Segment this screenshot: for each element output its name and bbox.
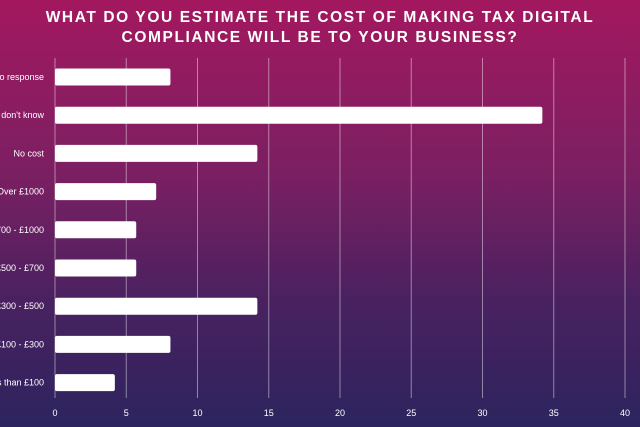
bar	[55, 221, 137, 239]
category-label: Over £1000	[0, 187, 44, 197]
x-tick-label: 10	[192, 408, 202, 418]
category-label: £100 - £300	[0, 339, 44, 349]
bar	[55, 144, 258, 162]
x-tick-label: 40	[620, 408, 630, 418]
chart-title-line-1: WHAT DO YOU ESTIMATE THE COST OF MAKING …	[45, 9, 595, 26]
x-tick-label: 25	[406, 408, 416, 418]
x-tick-label: 20	[335, 408, 345, 418]
bar	[55, 297, 258, 315]
bars	[55, 68, 543, 392]
x-tick-label: 35	[549, 408, 559, 418]
x-tick-label: 15	[264, 408, 274, 418]
chart-title: WHAT DO YOU ESTIMATE THE COST OF MAKING …	[0, 8, 640, 48]
bar	[55, 374, 115, 392]
chart-title-line-2: COMPLIANCE WILL BE TO YOUR BUSINESS?	[121, 29, 519, 46]
category-label: £300 - £500	[0, 301, 44, 311]
x-tick-label: 0	[52, 408, 57, 418]
x-axis-ticks: 0 5 10 15 20 25 30 35 40	[52, 408, 630, 418]
category-label: don't know	[1, 110, 44, 120]
category-label: 700 - £1000	[0, 225, 44, 235]
bar	[55, 335, 171, 353]
bar	[55, 183, 157, 201]
bar	[55, 106, 543, 124]
category-labels: No response don't know No cost Over £1000 70…	[0, 72, 44, 388]
bar	[55, 68, 171, 86]
category-label: £500 - £700	[0, 263, 44, 273]
x-tick-label: 30	[477, 408, 487, 418]
category-label: s than £100	[0, 378, 44, 388]
x-tick-label: 5	[124, 408, 129, 418]
category-label: No response	[0, 72, 44, 82]
bar	[55, 259, 137, 277]
category-label: No cost	[13, 148, 44, 158]
